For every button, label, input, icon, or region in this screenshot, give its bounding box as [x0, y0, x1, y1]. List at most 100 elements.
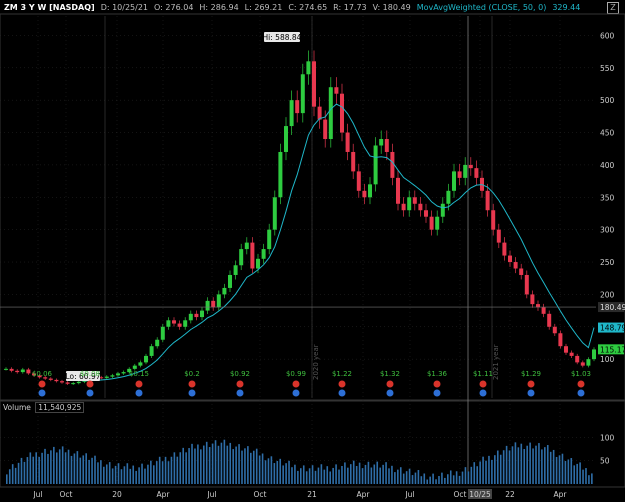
candle-body	[312, 61, 316, 107]
candle-body	[15, 370, 20, 373]
ma-study-label[interactable]: MovAvgWeighted (CLOSE, 50, 0)	[416, 2, 547, 12]
candle-body	[446, 190, 451, 204]
volume-bar	[255, 448, 258, 484]
volume-bar	[361, 468, 364, 484]
volume-bar	[270, 456, 273, 484]
volume-bar	[588, 475, 590, 484]
year-mark: 2021 year	[492, 344, 500, 380]
volume-bar	[582, 469, 584, 484]
volume-bar	[332, 467, 334, 484]
time-tick: Apr	[554, 490, 568, 499]
volume-bar	[64, 452, 67, 484]
volume-bar	[473, 462, 476, 484]
time-tick: 21	[307, 490, 317, 499]
volume-bar	[11, 464, 14, 484]
candle-body	[76, 381, 81, 384]
volume-bar	[376, 461, 379, 484]
volume-bar	[170, 456, 173, 484]
volume-bar	[526, 445, 528, 484]
volume-bar	[220, 442, 223, 484]
volume-bar	[55, 452, 58, 484]
volume-bar	[455, 471, 458, 484]
volume-bar	[405, 471, 408, 484]
volume-bar	[373, 464, 376, 484]
candle-body	[463, 164, 468, 178]
candle-body	[485, 190, 490, 211]
candle-body	[362, 190, 367, 198]
candle-body	[194, 313, 199, 318]
volume-bar	[567, 459, 570, 484]
volume-bar	[555, 456, 558, 484]
candle-body	[429, 216, 434, 230]
candle-body	[32, 373, 36, 376]
lo-callout: Lo: 60.97	[65, 372, 100, 381]
time-tick: Jul	[404, 490, 414, 499]
volume-bar	[335, 464, 337, 484]
volume-bar	[541, 449, 543, 484]
volume-bar	[138, 467, 140, 484]
volume-bar	[53, 446, 55, 484]
volume-bar	[226, 445, 229, 484]
candle-body	[564, 346, 568, 353]
volume-bar	[58, 449, 61, 484]
volume-bar	[41, 452, 43, 484]
price-tick: 300	[600, 226, 615, 235]
event-icon	[433, 389, 441, 397]
volume-bar	[552, 449, 555, 484]
volume-bar	[561, 453, 564, 484]
volume-bar	[267, 458, 270, 484]
volume-bar	[294, 464, 296, 484]
event-icon	[135, 389, 143, 397]
candle-body	[592, 349, 596, 360]
dividend-label: $0.99	[286, 370, 306, 378]
time-tick: Oct	[454, 490, 467, 499]
earnings-icon	[479, 380, 487, 388]
candle-body	[424, 210, 428, 217]
volume-bar	[141, 463, 143, 484]
dividend-label: $1.22	[332, 370, 352, 378]
dividend-label: $0.92	[230, 370, 250, 378]
volume-bar	[217, 445, 220, 484]
volume-bar	[144, 468, 146, 484]
volume-bar	[120, 469, 123, 484]
candle-body	[452, 171, 456, 191]
volume-bar	[420, 476, 423, 484]
volume-bar	[444, 477, 446, 484]
candle-body	[474, 168, 479, 178]
volume-bar	[205, 441, 208, 484]
earnings-icon	[38, 380, 46, 388]
volume-bar	[408, 468, 411, 484]
volume-bar	[194, 448, 196, 484]
dividend-label: $0.08	[80, 370, 100, 378]
volume-bar	[520, 443, 523, 484]
candle-body	[300, 74, 305, 114]
volume-bar	[264, 460, 267, 484]
candle-body	[127, 368, 132, 373]
volume-bar	[364, 464, 367, 484]
candle-body	[132, 365, 137, 369]
time-tick: 10/25	[469, 490, 491, 499]
volume-bar	[485, 460, 487, 484]
close-label: C: 274.65	[288, 2, 328, 12]
volume-bar	[349, 464, 352, 484]
volume-bar	[108, 462, 111, 484]
event-icon	[527, 389, 535, 397]
price-tick: 200	[600, 290, 615, 299]
earnings-icon	[577, 380, 585, 388]
symbol-label[interactable]: ZM 3 Y W [NASDAQ]	[4, 2, 95, 12]
candle-body	[558, 333, 563, 347]
candle-body	[267, 229, 272, 250]
current-date-badge	[468, 489, 492, 499]
candle-body	[233, 265, 238, 275]
volume-bar	[505, 445, 508, 484]
volume-bar	[97, 462, 99, 484]
earnings-icon	[527, 380, 535, 388]
candle-body	[468, 164, 473, 169]
volume-bar	[470, 466, 473, 484]
candle-body	[43, 377, 48, 379]
candle-body	[60, 381, 64, 383]
dividend-label: $1.36	[427, 370, 448, 378]
volume-bar	[235, 446, 237, 484]
volume-bar	[352, 460, 355, 484]
